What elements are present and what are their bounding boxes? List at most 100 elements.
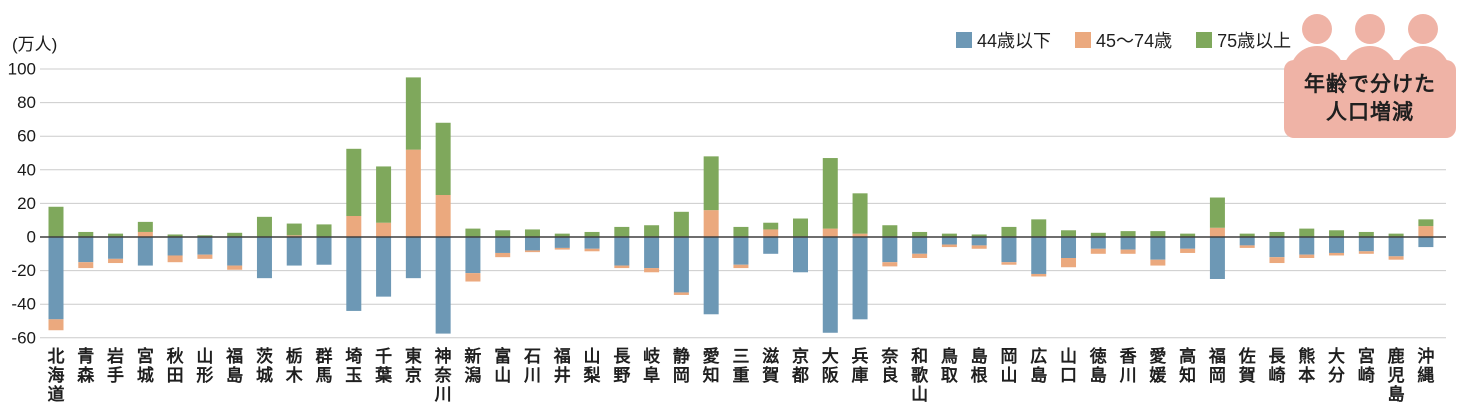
- bar-segment: [912, 253, 928, 258]
- bar-segment: [1269, 231, 1285, 237]
- bar-segment: [584, 237, 600, 249]
- bar-segment: [1388, 237, 1404, 257]
- bar-segment: [346, 148, 362, 216]
- bar-segment: [1090, 232, 1106, 237]
- bar-segment: [614, 237, 630, 266]
- x-axis-label: 玉: [345, 366, 362, 385]
- legend-swatch-over75: [1196, 32, 1213, 48]
- y-axis-tick-label: -20: [11, 261, 36, 280]
- bar-segment: [703, 210, 719, 237]
- bar-segment: [822, 237, 838, 333]
- x-axis-label: 埼: [345, 346, 362, 366]
- x-axis-label: 島: [1090, 365, 1107, 385]
- x-axis-label: 賀: [761, 366, 779, 385]
- bar-segment: [822, 228, 838, 237]
- x-axis-label: 海: [48, 365, 65, 385]
- bar-segment: [733, 237, 749, 265]
- x-axis-label: 富: [494, 346, 511, 366]
- x-axis-label: 井: [554, 365, 571, 385]
- x-axis-label: 長: [613, 347, 631, 366]
- bar-segment: [733, 264, 749, 269]
- x-axis-label: 都: [791, 365, 809, 385]
- x-axis-label: 奈: [434, 365, 453, 385]
- x-axis-label: 賀: [1238, 366, 1256, 385]
- y-axis-tick-label: -60: [11, 328, 36, 347]
- bar-segment: [703, 156, 719, 211]
- x-axis-label: 取: [941, 366, 958, 385]
- x-axis-label: 川: [523, 366, 541, 385]
- bar-segment: [941, 244, 957, 248]
- x-axis-label: 香: [1120, 347, 1137, 366]
- bar-segment: [1299, 228, 1315, 237]
- bar-segment: [286, 235, 302, 237]
- bar-segment: [1418, 219, 1434, 227]
- x-axis-label: 知: [1178, 365, 1196, 385]
- bar-segment: [703, 237, 719, 315]
- bar-segment: [435, 122, 451, 195]
- legend-item-45-74: 45〜74歳: [1075, 27, 1172, 53]
- x-axis-label: 葉: [374, 365, 393, 385]
- y-axis-unit-label: (万人): [12, 35, 58, 54]
- x-axis-label: 愛: [1149, 346, 1166, 366]
- bar-segment: [1031, 273, 1047, 277]
- bar-segment: [1090, 248, 1106, 254]
- x-axis-label: 大: [1328, 346, 1345, 366]
- bar-segment: [673, 237, 689, 293]
- x-axis-label: 岐: [643, 346, 661, 366]
- bar-segment: [197, 235, 213, 237]
- x-axis-label: 長: [1268, 347, 1286, 366]
- bar-segment: [48, 206, 64, 237]
- bar-segment: [1358, 231, 1374, 237]
- bar-segment: [316, 237, 332, 265]
- x-axis-label: 福: [225, 346, 243, 366]
- x-axis-label: 岡: [1000, 347, 1017, 366]
- legend-label-over75: 75歳以上: [1217, 31, 1292, 51]
- x-axis-label: 静: [673, 346, 690, 366]
- bar-segment: [1358, 251, 1374, 254]
- x-axis-label: 木: [285, 365, 304, 385]
- x-axis-label: 兵: [852, 346, 869, 366]
- x-axis-label: 高: [1179, 346, 1196, 366]
- bar-segment: [882, 237, 898, 263]
- bar-segment: [1299, 254, 1315, 258]
- bar-segment: [197, 237, 213, 255]
- bar-segment: [1388, 233, 1404, 237]
- bar-segment: [1209, 237, 1225, 279]
- x-axis-label: 島: [226, 365, 243, 385]
- x-axis-label: 良: [881, 365, 898, 385]
- x-axis-label: 千: [375, 347, 392, 366]
- x-axis-label: 奈: [880, 346, 899, 366]
- bar-segment: [435, 237, 451, 334]
- bar-segment: [554, 247, 570, 250]
- legend-label-45-74: 45〜74歳: [1096, 31, 1173, 51]
- bar-segment: [644, 225, 660, 237]
- legend-swatch-45-74: [1075, 32, 1092, 48]
- bar-segment: [673, 292, 689, 295]
- bar-segment: [495, 230, 511, 237]
- bar-segment: [763, 229, 779, 237]
- legend-item-over75: 75歳以上: [1196, 27, 1291, 53]
- bar-segment: [48, 319, 64, 331]
- chart-legend: 44歳以下 45〜74歳 75歳以上: [956, 27, 1291, 53]
- age-population-badge: 年齢で分けた 人口増減: [1284, 12, 1456, 140]
- bar-segment: [554, 233, 570, 237]
- bar-segment: [1120, 249, 1136, 254]
- bar-segment: [554, 237, 570, 248]
- bar-segment: [1329, 230, 1345, 237]
- bar-segment: [673, 211, 689, 237]
- x-axis-label: 岡: [673, 366, 690, 385]
- x-axis-label: 東: [405, 346, 422, 366]
- x-axis-label: 本: [1298, 365, 1315, 385]
- bar-segment: [78, 231, 94, 237]
- bar-segment: [495, 237, 511, 253]
- x-axis-label: 知: [702, 365, 720, 385]
- x-axis-label: 滋: [762, 346, 779, 366]
- x-axis-label: 道: [48, 384, 65, 404]
- bar-segment: [971, 245, 987, 249]
- bar-segment: [852, 233, 868, 237]
- bar-segment: [1001, 262, 1017, 265]
- bar-segment: [1209, 197, 1225, 228]
- bar-segment: [1120, 231, 1136, 237]
- bar-segment: [1001, 226, 1017, 237]
- x-axis-label: 宮: [1358, 346, 1375, 366]
